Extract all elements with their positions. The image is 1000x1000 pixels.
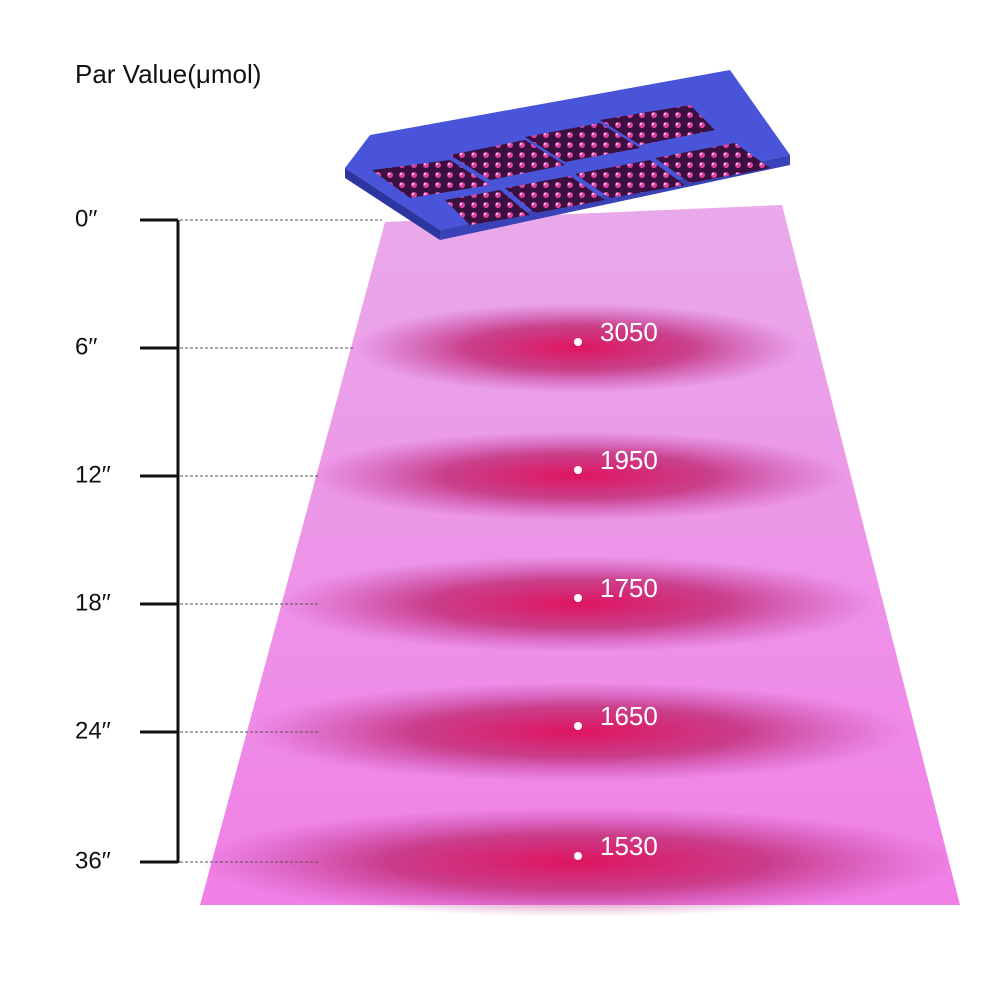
light-spot	[198, 807, 958, 917]
lamp	[345, 70, 790, 240]
level-label: 0′′	[75, 205, 98, 232]
par-value: 1750	[600, 573, 658, 603]
level-label: 6′′	[75, 333, 98, 360]
dot	[574, 852, 582, 860]
level-label: 18′′	[75, 589, 111, 616]
par-value: 1950	[600, 445, 658, 475]
level-label: 24′′	[75, 717, 111, 744]
light-spot	[248, 682, 908, 782]
light-spot	[308, 431, 848, 521]
dot	[574, 722, 582, 730]
par-value: 1530	[600, 831, 658, 861]
level-label: 36′′	[75, 847, 111, 874]
light-spot	[353, 303, 803, 393]
level-label: 12′′	[75, 461, 111, 488]
par-value: 1650	[600, 701, 658, 731]
dot	[574, 594, 582, 602]
dot	[574, 466, 582, 474]
light-spot	[278, 556, 878, 652]
title: Par Value(μmol)	[75, 59, 261, 89]
dot	[574, 338, 582, 346]
par-value: 3050	[600, 317, 658, 347]
